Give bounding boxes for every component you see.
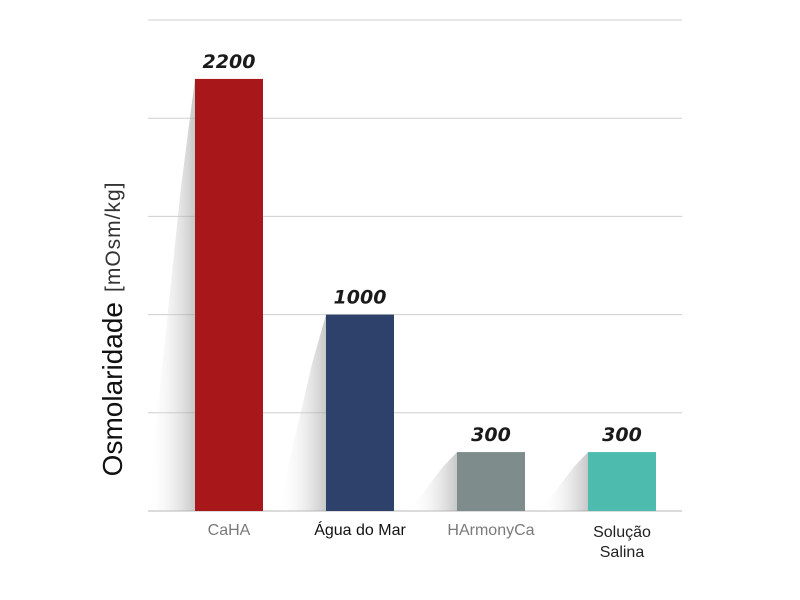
bars xyxy=(195,78,656,512)
category-label-line: Solução xyxy=(593,524,651,541)
category-label-line: HArmonyCa xyxy=(447,522,534,539)
category-label: HArmonyCa xyxy=(447,522,534,539)
bar xyxy=(195,78,263,512)
bar xyxy=(326,314,394,511)
value-labels: 2200 1000 300 300 xyxy=(203,51,642,446)
bar xyxy=(588,452,656,511)
category-label: Água do Mar xyxy=(314,520,406,539)
category-label-line: CaHA xyxy=(208,522,251,539)
category-label: Solução Salina xyxy=(593,524,651,561)
value-label: 300 xyxy=(602,424,642,446)
y-axis-title: Osmolaridade xyxy=(97,302,128,476)
bar xyxy=(457,452,525,511)
category-labels: CaHA Água do Mar HArmonyCa Solução Salina xyxy=(208,520,651,561)
category-label: CaHA xyxy=(208,522,251,539)
value-label: 300 xyxy=(471,424,511,446)
y-axis-unit: [mOsm/kg] xyxy=(102,181,125,292)
bar-shadow xyxy=(540,452,588,511)
bar-shadow xyxy=(409,452,457,511)
category-label-line: Salina xyxy=(600,544,645,561)
bar-shadow xyxy=(278,314,326,511)
value-label: 1000 xyxy=(334,287,387,309)
category-label-line: Água do Mar xyxy=(314,520,406,539)
bar-shadows xyxy=(147,78,588,512)
y-axis-label: Osmolaridade [mOsm/kg] xyxy=(97,181,128,476)
value-label: 2200 xyxy=(203,51,256,73)
bar-shadow xyxy=(147,78,195,512)
